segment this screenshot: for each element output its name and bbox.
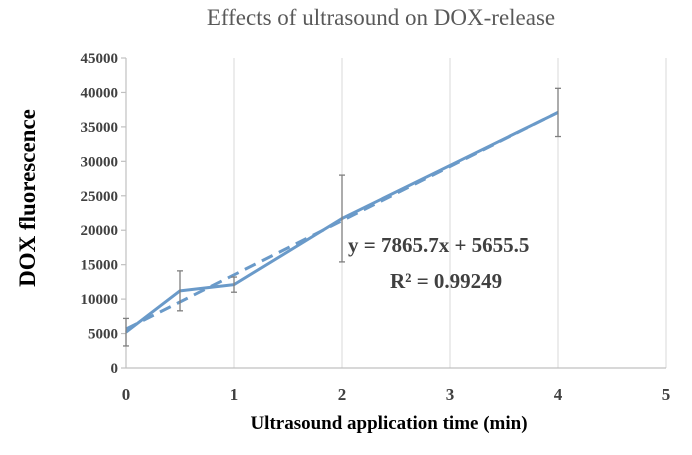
- y-tick-label: 15000: [81, 258, 119, 274]
- error-bar: [555, 87, 561, 138]
- x-axis-label: Ultrasound application time (min): [250, 413, 527, 434]
- y-tick-label: 5000: [88, 327, 118, 343]
- error-bar: [123, 317, 129, 347]
- chart-title: Effects of ultrasound on DOX-release: [207, 5, 555, 30]
- grid-lines: [233, 58, 667, 368]
- y-tick-label: 0: [111, 361, 119, 377]
- axes: [121, 57, 666, 369]
- error-bar: [339, 174, 345, 263]
- error-bars: [123, 87, 561, 347]
- y-tick-label: 20000: [81, 223, 119, 239]
- y-tick-label: 30000: [81, 154, 119, 170]
- error-bar: [231, 276, 237, 293]
- x-tick-label: 4: [554, 385, 563, 404]
- x-tick-label: 2: [338, 385, 347, 404]
- trendline-r-squared: R² = 0.99249: [390, 269, 502, 293]
- error-bar: [177, 270, 183, 312]
- x-tick-label: 1: [230, 385, 239, 404]
- tick-labels: 0 1 2 3 4 5 0 5000 10000 15000 20000 25000 30000 3500…: [81, 51, 671, 404]
- x-tick-label: 5: [662, 385, 671, 404]
- y-tick-label: 35000: [81, 120, 119, 136]
- y-axis-label: DOX fluorescence: [15, 109, 40, 287]
- y-tick-label: 10000: [81, 292, 119, 308]
- y-tick-label: 40000: [81, 85, 119, 101]
- y-tick-label: 45000: [81, 51, 119, 67]
- y-tick-label: 25000: [81, 189, 119, 205]
- x-tick-label: 0: [122, 385, 131, 404]
- x-tick-label: 3: [446, 385, 455, 404]
- trendline-equation: y = 7865.7x + 5655.5: [348, 233, 529, 257]
